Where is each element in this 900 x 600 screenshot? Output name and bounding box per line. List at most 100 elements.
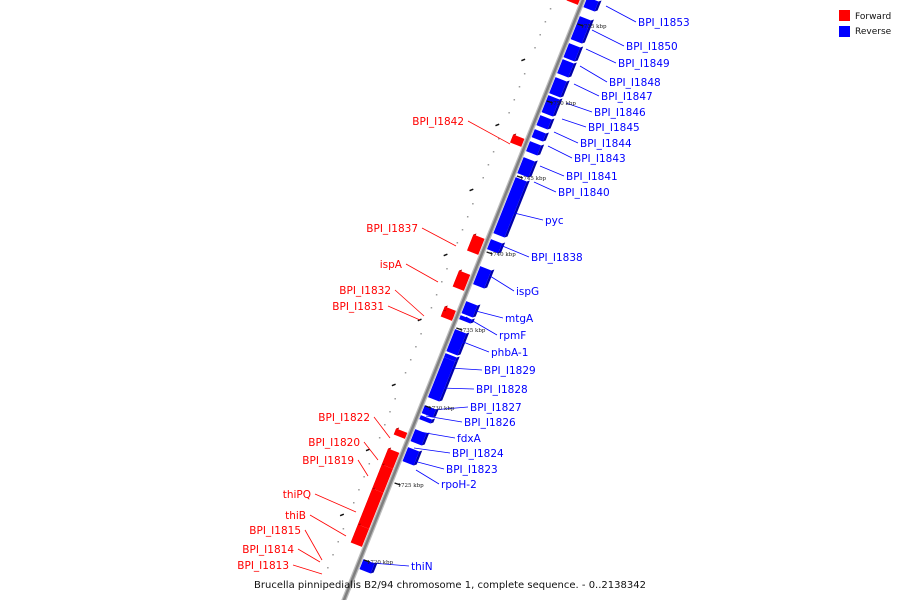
gc-dot [378,437,381,439]
reverse-feature [473,266,492,289]
leader-line-bpi-i1850 [591,29,625,47]
backbone-layer [341,0,586,600]
reverse-feature [536,115,552,130]
tick-mark [516,175,524,179]
gc-dot [391,383,396,387]
forward-gene-label-ispa: ispA [380,259,403,271]
reverse-feature-shade [455,356,460,362]
reverse-feature [410,429,427,446]
leader-line-phba-1 [457,339,490,353]
reverse-gene-label-fdxa: fdxA [457,433,482,445]
gc-dot [384,424,386,426]
reverse-feature [583,0,599,12]
forward-feature [357,488,384,529]
leader-line-bpi-i1843 [547,145,573,159]
forward-feature [393,428,408,439]
gc-dot [482,177,484,179]
reverse-feature [563,43,581,62]
reverse-feature-shade [370,562,378,574]
leader-line-thipq [314,493,357,513]
leader-line-rpmf [465,316,498,336]
gc-dot [353,502,355,504]
reverse-gene-label-bpi-i1828: BPI_I1828 [476,384,528,396]
reverse-feature-shade [528,160,538,178]
tick-label: 1750 kbp [550,101,577,107]
tick-label: 1745 kbp [520,176,547,182]
gc-dot [441,281,443,283]
leader-line-bpi-i1838 [499,244,530,258]
forward-gene-label-thipq: thiPQ [283,489,311,501]
gc-dot [332,554,334,556]
gc-dot [492,151,495,153]
forward-gene-label-bpi-i1820: BPI_I1820 [308,437,360,449]
leader-line-thin [371,562,410,567]
reverse-gene-label-thin: thiN [411,561,433,573]
leader-line-bpi-i1814 [297,548,321,563]
gc-dot [508,112,510,114]
gc-dot [415,346,417,348]
reverse-feature-shade [439,360,459,402]
gc-dot [466,216,469,218]
reverse-feature-shade [537,144,545,156]
reverse-feature-shade [504,180,530,238]
gc-dot [342,528,345,530]
reverse-gene-label-bpi-i1847: BPI_I1847 [601,91,653,103]
gc-dot [487,164,490,166]
leader-line-ispg [489,275,515,292]
tick-mark [456,327,463,331]
leader-line-fdxa [419,431,456,439]
leader-line-rpoh-2 [415,469,440,485]
forward-gene-label-bpi-i1819: BPI_I1819 [302,455,354,467]
reverse-feature-shade [568,62,577,78]
gc-dot [394,398,396,400]
leader-lines-layer [292,5,637,575]
reverse-feature [531,129,546,142]
forward-feature [566,0,580,5]
gc-dot [549,8,552,10]
forward-gene-label-bpi-i1813: BPI_I1813 [237,560,289,572]
reverse-gene-label-mtga: mtgA [505,313,534,325]
gc-dot [327,567,329,569]
reverse-gene-label-bpi-i1824: BPI_I1824 [452,448,504,460]
reverse-feature-shade [594,0,602,12]
tick-mark [363,559,371,563]
gc-dot [368,463,371,465]
gc-dot [495,123,500,127]
reverse-gene-label-bpi-i1826: BPI_I1826 [464,417,516,429]
gc-dot [435,294,438,296]
features-layer [350,0,602,574]
leader-line-bpi-i1828 [439,387,475,390]
leader-line-pyc [509,211,544,221]
reverse-gene-label-bpi-i1853: BPI_I1853 [638,17,690,29]
leader-line-bpi-i1826 [425,415,463,423]
tick-mark [394,482,401,486]
leader-line-bpi-i1844 [553,131,579,144]
leader-line-bpi-i1837 [421,227,457,247]
legend-reverse-label: Reverse [855,27,892,37]
leader-line-bpi-i1841 [539,165,565,177]
gc-dot [365,448,370,452]
reverse-gene-label-bpi-i1829: BPI_I1829 [484,365,536,377]
gc-dot [544,21,547,23]
tick-mark [425,405,432,409]
reverse-gene-label-ispg: ispG [516,286,539,298]
leader-line-bpi-i1845 [561,118,587,128]
gc-dot [358,489,360,491]
tick-label: 1720 kbp [367,560,394,566]
reverse-gene-label-pyc: pyc [545,215,564,227]
forward-gene-label-bpi-i1832: BPI_I1832 [339,285,391,297]
tick-label: 1755 kbp [580,24,607,30]
gc-dot [404,372,407,374]
gc-dot [498,138,500,140]
forward-gene-label-bpi-i1814: BPI_I1814 [242,544,294,556]
reverse-feature [421,405,436,418]
reverse-feature [549,77,567,98]
reverse-gene-label-bpi-i1841: BPI_I1841 [566,171,618,183]
forward-gene-label-bpi-i1815: BPI_I1815 [249,525,301,537]
reverse-feature-shade [484,269,495,289]
reverse-feature-shade [421,432,430,446]
forward-feature [381,448,400,469]
reverse-feature-shade [430,418,435,424]
leader-line-bpi-i1853 [605,5,637,23]
reverse-feature [443,353,457,362]
